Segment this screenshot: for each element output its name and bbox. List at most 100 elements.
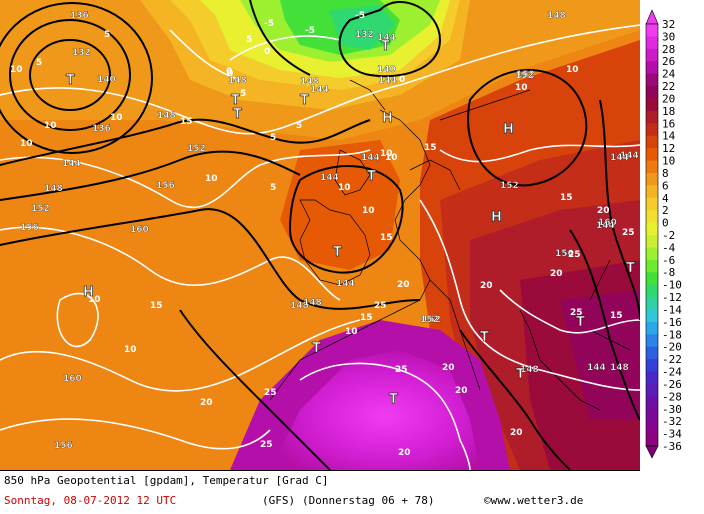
temperature-label: 15 <box>360 313 373 323</box>
colorbar-swatch <box>646 98 658 112</box>
geopotential-label: 148 <box>157 111 176 121</box>
colorbar-tick-label: -14 <box>662 303 682 316</box>
geopotential-label: 136 <box>70 11 89 21</box>
temperature-label: 20 <box>455 386 468 396</box>
colorbar-swatch <box>646 197 658 211</box>
geopotential-label: 156 <box>54 441 73 451</box>
colorbar-swatch <box>646 371 658 385</box>
high-pressure-marker: H <box>503 122 514 137</box>
temperature-label: 10 <box>44 121 57 131</box>
low-pressure-marker: T <box>576 315 585 330</box>
temperature-label: 10 <box>124 345 137 355</box>
colorbar-swatch <box>646 359 658 373</box>
temperature-label: 10 <box>515 83 528 93</box>
colorbar-swatch <box>646 421 658 435</box>
map-footer: 850 hPa Geopotential [gpdam], Temperatur… <box>0 470 640 514</box>
geopotential-label: 144 <box>62 159 81 169</box>
colorbar-tick-label: -36 <box>662 440 682 453</box>
colorbar-tick-label: 28 <box>662 43 675 56</box>
geopotential-label: 148 <box>610 363 629 373</box>
colorbar-tick-label: -6 <box>662 254 675 267</box>
colorbar-swatch <box>646 247 658 261</box>
temperature-label: 25 <box>260 440 273 450</box>
temperature-label: 15 <box>610 311 623 321</box>
temperature-label: 20 <box>442 363 455 373</box>
low-pressure-marker: T <box>333 245 342 260</box>
temperature-label: 5 <box>270 133 276 143</box>
colorbar-swatch <box>646 383 658 397</box>
geopotential-label: 148 <box>228 76 247 86</box>
temperature-label: 10 <box>385 153 398 163</box>
geopotential-label: 160 <box>63 374 82 384</box>
geopotential-label: 140 <box>97 75 116 85</box>
temperature-label: 10 <box>10 65 23 75</box>
temperature-label: 5 <box>270 183 276 193</box>
geopotential-label: 144 <box>320 173 339 183</box>
temperature-label: 0 <box>399 75 405 85</box>
geopotential-contours <box>0 0 640 470</box>
geopotential-label: 144 <box>378 76 397 86</box>
colorbar-tick-label: -30 <box>662 403 682 416</box>
high-pressure-marker: H <box>491 210 502 225</box>
geopotential-label: 148 <box>303 298 322 308</box>
colorbar-tick-label: -2 <box>662 229 675 242</box>
colorbar-tick-label: 12 <box>662 142 675 155</box>
geopotential-label: 144 <box>610 153 629 163</box>
colorbar-tick-label: -20 <box>662 341 682 354</box>
geopotential-label: 156 <box>555 249 574 259</box>
temperature-label: 20 <box>480 281 493 291</box>
temp-nw-patch <box>0 0 150 70</box>
colorbar-swatch <box>646 185 658 199</box>
colorbar-swatch <box>646 172 658 186</box>
colorbar-tick-label: 20 <box>662 92 675 105</box>
temperature-label: 10 <box>566 65 579 75</box>
geopotential-label: 156 <box>20 223 39 233</box>
geopotential-label: 148 <box>44 184 63 194</box>
colorbar-tick-label: -8 <box>662 266 675 279</box>
colorbar-svg: 32302826242220181614121086420-2-4-6-8-10… <box>645 9 682 459</box>
temperature-label: 0 <box>226 67 232 77</box>
colorbar-tick-label: 4 <box>662 192 669 205</box>
colorbar-tick-label: 24 <box>662 68 676 81</box>
temperature-label: 5 <box>104 30 110 40</box>
temp-band-30 <box>270 350 480 470</box>
colorbar-swatch <box>646 235 658 248</box>
geopotential-label: 136 <box>92 124 111 134</box>
temperature-label: 5 <box>240 89 246 99</box>
high-pressure-marker: H <box>382 111 393 126</box>
temperature-label: 20 <box>597 206 610 216</box>
geopotential-label: 152 <box>422 315 441 325</box>
temperature-label: 5 <box>36 58 42 68</box>
low-pressure-marker: T <box>300 93 309 108</box>
geopotential-label: 152 <box>187 144 206 154</box>
temperature-label: 0 <box>227 69 233 79</box>
colorbar-swatch <box>646 48 658 62</box>
colorbar-swatch <box>646 24 658 37</box>
high-pressure-marker: H <box>83 285 94 300</box>
colorbar-tick-label: -22 <box>662 353 682 366</box>
temperature-label: 10 <box>20 139 33 149</box>
footer-date: Sonntag, 08-07-2012 12 UTC <box>4 494 177 507</box>
low-pressure-marker: T <box>367 169 376 184</box>
low-pressure-marker: T <box>312 341 321 356</box>
colorbar-tick-label: 22 <box>662 80 675 93</box>
temperature-label: 5 <box>246 35 252 45</box>
colorbar-tick-label: -18 <box>662 328 682 341</box>
temperature-label: 25 <box>568 250 581 260</box>
coastlines <box>269 79 631 411</box>
geopotential-label: 144 <box>596 221 615 231</box>
temp-band-minus10 <box>330 5 395 50</box>
geopotential-label: 152 <box>515 71 534 81</box>
colorbar-frame <box>645 23 659 447</box>
colorbar-swatch <box>646 284 658 298</box>
temperature-label: 0 <box>264 47 270 57</box>
temperature-label: 15 <box>380 233 393 243</box>
temperature-label: -5 <box>355 11 365 21</box>
colorbar-tick-label: -24 <box>662 366 682 379</box>
temperature-label: 25 <box>374 301 387 311</box>
geopotential-label: 148 <box>290 301 309 311</box>
colorbar-swatch <box>646 396 658 410</box>
geopotential-label: 144 <box>361 153 380 163</box>
colorbar-tick-label: 32 <box>662 18 675 31</box>
